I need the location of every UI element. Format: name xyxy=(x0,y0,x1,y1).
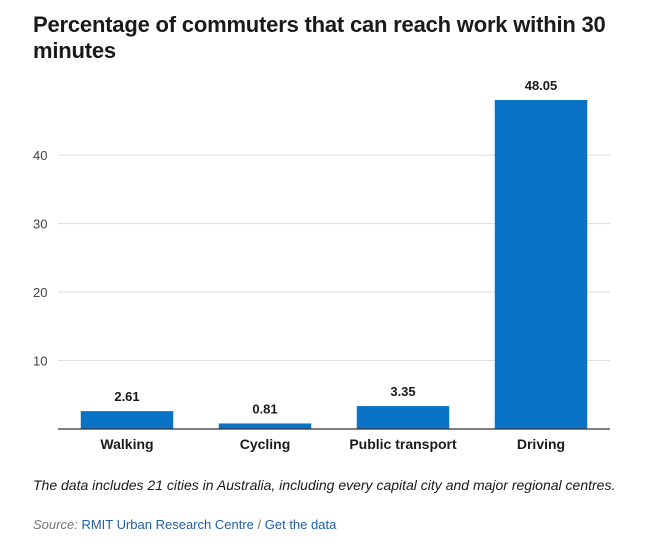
bar xyxy=(494,100,588,429)
value-label: 3.35 xyxy=(390,384,415,399)
source-org-link[interactable]: RMIT Urban Research Centre xyxy=(81,517,254,532)
x-axis-labels: Walking Cycling Public transport Driving xyxy=(100,436,565,452)
x-tick-label: Walking xyxy=(100,436,153,452)
x-tick-label: Public transport xyxy=(349,436,457,452)
x-tick-label: Cycling xyxy=(240,436,291,452)
bar xyxy=(80,411,174,429)
y-axis-ticks: 10 20 30 40 xyxy=(33,148,47,368)
y-tick-label: 40 xyxy=(33,148,47,163)
value-labels: 2.61 0.81 3.35 48.05 xyxy=(114,78,557,416)
y-tick-label: 30 xyxy=(33,217,47,232)
bars xyxy=(80,100,588,429)
chart-title: Percentage of commuters that can reach w… xyxy=(33,12,606,63)
chart-footnote: The data includes 21 cities in Australia… xyxy=(33,477,616,493)
bar xyxy=(218,423,312,429)
value-label: 48.05 xyxy=(525,78,558,93)
y-tick-label: 10 xyxy=(33,354,47,369)
y-tick-label: 20 xyxy=(33,285,47,300)
source-line: Source: RMIT Urban Research Centre / Get… xyxy=(33,517,336,533)
x-tick-label: Driving xyxy=(517,436,565,452)
bar xyxy=(356,406,450,429)
source-separator: / xyxy=(257,517,262,532)
value-label: 0.81 xyxy=(252,401,277,416)
get-data-link[interactable]: Get the data xyxy=(264,517,337,532)
value-label: 2.61 xyxy=(114,389,139,404)
source-label: Source: xyxy=(33,517,78,532)
